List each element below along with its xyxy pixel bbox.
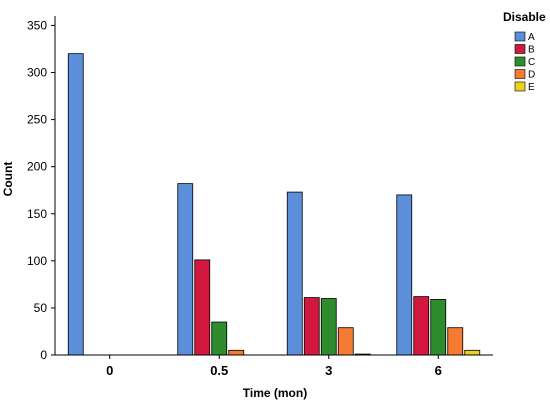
y-tick-label: 100: [27, 254, 47, 268]
y-tick-label: 300: [27, 66, 47, 80]
legend-swatch-E: [514, 81, 526, 92]
legend-label-E: E: [528, 82, 535, 93]
y-tick-label: 150: [27, 207, 47, 221]
legend-swatch-D: [514, 69, 526, 79]
bar-C-6: [430, 299, 447, 356]
bar-A-0: [67, 53, 84, 356]
bar-D-3: [337, 327, 354, 356]
y-axis-ticks: 0 50 100 150 200 250 300 350: [27, 18, 55, 362]
legend-swatch-B: [514, 44, 526, 54]
y-tick-label: 250: [27, 113, 47, 127]
bar-C-0.5: [211, 321, 228, 356]
bar-A-0.5: [177, 183, 194, 356]
bar-D-6: [447, 327, 464, 356]
y-tick-label: 50: [34, 301, 48, 315]
y-tick-label: 0: [40, 348, 47, 362]
y-tick-label: 350: [27, 18, 47, 32]
x-axis-ticks: 0 0.5 3 6: [106, 355, 442, 378]
legend-label-C: C: [528, 57, 535, 68]
bar-A-3: [286, 191, 303, 356]
bar-C-3: [320, 298, 337, 356]
bar-B-6: [413, 296, 430, 356]
y-axis-title: Count: [1, 162, 15, 197]
legend-swatch-C: [514, 56, 526, 67]
x-tick-label: 3: [325, 363, 332, 378]
legend-title: Disable: [503, 10, 546, 24]
bar-E-6: [464, 349, 481, 356]
bar-A-6: [396, 194, 413, 356]
bar-B-3: [303, 297, 320, 356]
bars-group: [67, 53, 481, 356]
legend-label-D: D: [528, 70, 535, 81]
y-tick-label: 200: [27, 160, 47, 174]
bar-B-0.5: [194, 259, 211, 356]
x-tick-label: 0: [106, 363, 113, 378]
legend-label-B: B: [528, 45, 535, 56]
x-tick-label: 6: [435, 363, 442, 378]
legend-swatch-A: [514, 31, 526, 42]
legend-label-A: A: [528, 32, 535, 43]
x-tick-label: 0.5: [210, 363, 228, 378]
x-axis-title: Time (mon): [243, 386, 307, 400]
bar-D-0.5: [228, 349, 245, 356]
